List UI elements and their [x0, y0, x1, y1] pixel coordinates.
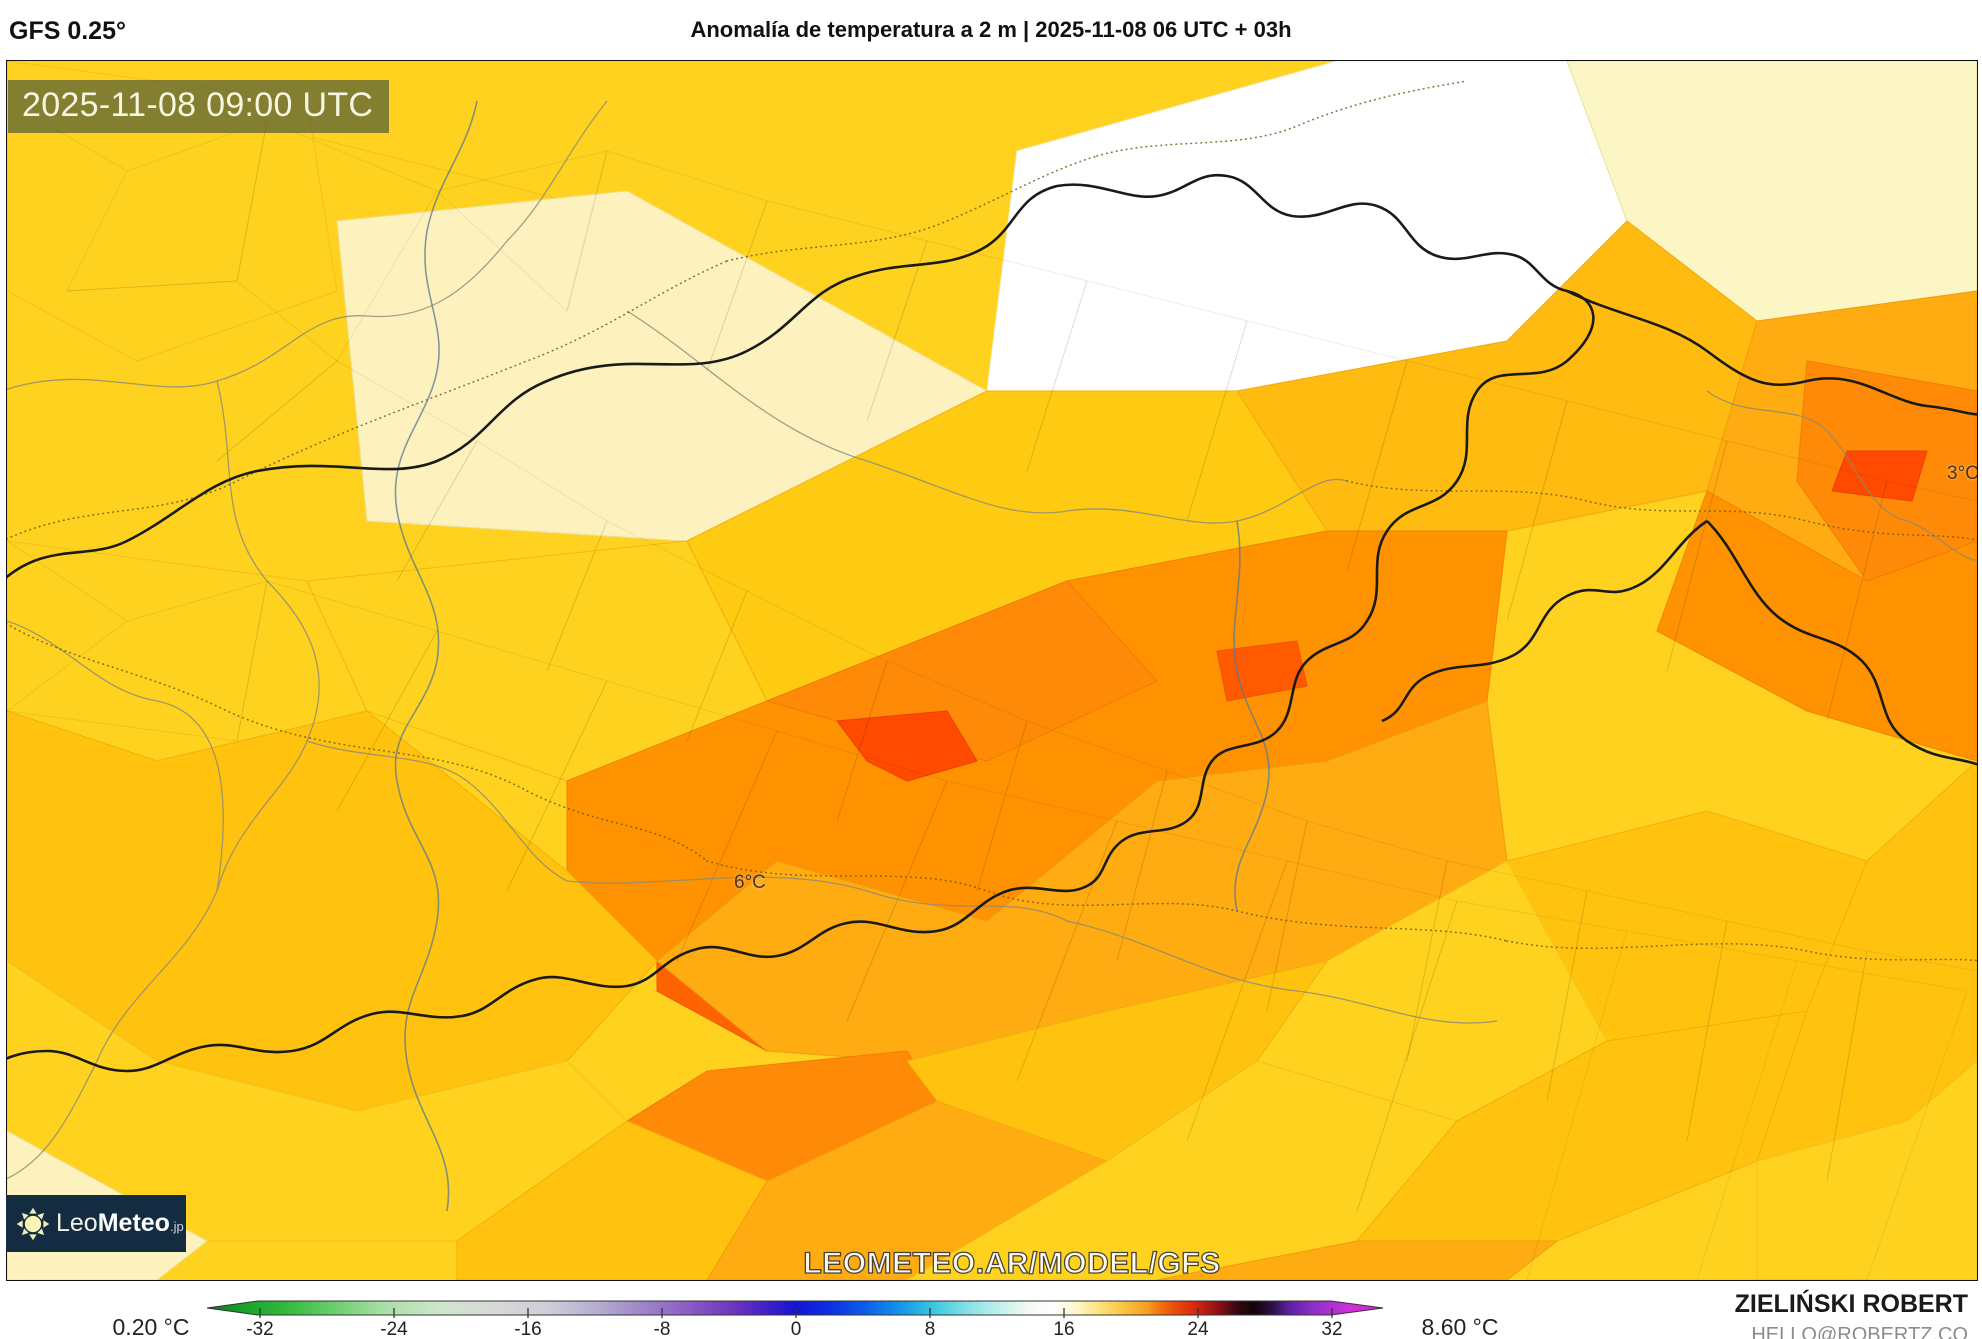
svg-text:8.60 °C: 8.60 °C	[1422, 1314, 1499, 1339]
svg-text:-32: -32	[246, 1319, 273, 1339]
svg-text:-24: -24	[380, 1319, 408, 1339]
svg-text:32: 32	[1321, 1319, 1342, 1339]
svg-text:-16: -16	[514, 1319, 541, 1339]
svg-text:-8: -8	[654, 1319, 671, 1339]
svg-text:16: 16	[1053, 1319, 1074, 1339]
svg-text:24: 24	[1187, 1319, 1209, 1339]
svg-text:0.20 °C: 0.20 °C	[113, 1314, 190, 1339]
svg-text:0: 0	[791, 1319, 802, 1339]
svg-text:8: 8	[925, 1319, 936, 1339]
